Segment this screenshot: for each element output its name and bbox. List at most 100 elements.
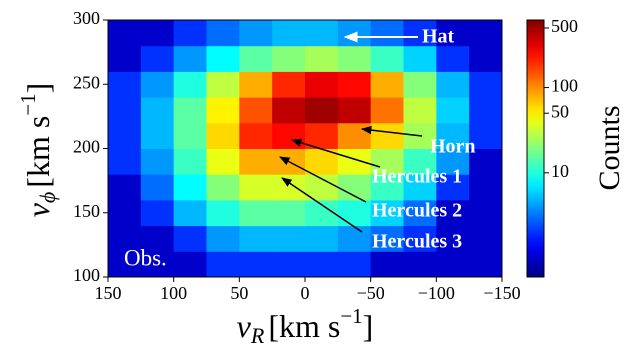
heat-cell — [469, 148, 503, 175]
heat-cell — [337, 225, 372, 252]
heat-cell — [173, 45, 207, 72]
heat-cell — [337, 45, 372, 72]
heat-cell — [305, 225, 339, 252]
heat-cell — [272, 122, 306, 149]
heat-cell — [469, 45, 503, 72]
heat-cell — [140, 148, 175, 175]
heat-cell — [239, 148, 273, 175]
heat-cell — [469, 199, 503, 227]
heat-cell — [370, 174, 404, 201]
x-tick-label: 0 — [301, 283, 310, 303]
heat-cell — [206, 45, 240, 72]
x-tick-label: 100 — [160, 283, 187, 303]
heat-cell — [108, 97, 142, 124]
heat-cell — [370, 71, 404, 98]
heat-cell — [436, 174, 470, 201]
heat-cell — [469, 71, 503, 98]
heat-cell — [206, 199, 240, 227]
heat-cell — [436, 251, 470, 278]
heat-cell — [403, 45, 437, 72]
heat-cell — [173, 97, 207, 124]
heat-cell — [140, 251, 175, 278]
heat-cell — [436, 97, 470, 124]
heat-cell — [173, 174, 207, 201]
heat-cell — [108, 20, 142, 47]
heat-cell — [370, 199, 404, 227]
heat-cell — [206, 71, 240, 98]
colorbar-tick-label: 500 — [551, 16, 578, 36]
heat-cell — [206, 148, 240, 175]
heat-cell — [140, 225, 175, 252]
heat-cell — [305, 97, 339, 124]
heat-cell — [108, 251, 142, 278]
heat-cell — [108, 225, 142, 252]
heat-cell — [206, 174, 240, 201]
heat-cell — [239, 225, 273, 252]
heat-cell — [337, 122, 372, 149]
heat-cell — [370, 20, 404, 47]
heat-cell — [370, 122, 404, 149]
heat-cell — [305, 122, 339, 149]
heat-cell — [436, 199, 470, 227]
heat-cell — [173, 122, 207, 149]
heat-cell — [173, 148, 207, 175]
heat-cell — [272, 174, 306, 201]
heat-cell — [108, 174, 142, 201]
annotation: Hercules 2 — [372, 200, 462, 222]
heat-cell — [239, 71, 273, 98]
heat-cell — [436, 45, 470, 72]
heat-cell — [436, 122, 470, 149]
annotation: Hercules 1 — [372, 166, 462, 188]
heat-cell — [403, 225, 437, 252]
heat-cell — [469, 122, 503, 149]
heat-cell — [337, 251, 372, 278]
colorbar-tick-label: 10 — [551, 161, 569, 181]
heat-cell — [436, 20, 470, 47]
heat-cell — [370, 251, 404, 278]
heat-cell — [403, 71, 437, 98]
colorbar-tick-label: 100 — [551, 76, 578, 96]
heat-cell — [239, 174, 273, 201]
panel-label: Obs. — [124, 245, 167, 270]
heat-cell — [403, 148, 437, 175]
heat-cell — [403, 20, 437, 47]
y-tick-label: 250 — [73, 72, 100, 92]
y-tick-label: 150 — [73, 201, 100, 221]
heat-cell — [337, 97, 372, 124]
x-tick-label: −150 — [483, 283, 520, 303]
annotation: Horn — [430, 136, 476, 158]
heat-cell — [469, 251, 503, 278]
heat-cell — [173, 225, 207, 252]
x-tick-label: −50 — [357, 283, 385, 303]
x-tick-label: 150 — [95, 283, 122, 303]
y-tick-label: 100 — [73, 265, 100, 285]
heat-cell — [370, 45, 404, 72]
heat-cell — [239, 97, 273, 124]
arrow — [279, 156, 367, 203]
arrow — [360, 125, 423, 137]
heat-cell — [337, 148, 372, 175]
heat-cell — [305, 251, 339, 278]
heat-cell — [370, 148, 404, 175]
heat-cell — [140, 71, 175, 98]
heat-cell — [403, 174, 437, 201]
heat-cell — [272, 97, 306, 124]
heat-cell — [108, 71, 142, 98]
heat-cell — [206, 97, 240, 124]
colorbar — [526, 19, 545, 278]
heat-cell — [370, 225, 404, 252]
heat-cell — [272, 199, 306, 227]
heat-cell — [140, 174, 175, 201]
x-axis-label: vR [km s−1] — [237, 304, 374, 348]
heat-cell — [206, 20, 240, 47]
x-tick-label: −100 — [418, 283, 455, 303]
y-tick-label: 200 — [73, 137, 100, 157]
heat-cell — [370, 97, 404, 124]
heat-cell — [403, 199, 437, 227]
heat-cell — [108, 122, 142, 149]
heat-cell — [108, 148, 142, 175]
heat-cell — [436, 225, 470, 252]
heat-cell — [469, 97, 503, 124]
annotation: Hat — [422, 26, 455, 48]
